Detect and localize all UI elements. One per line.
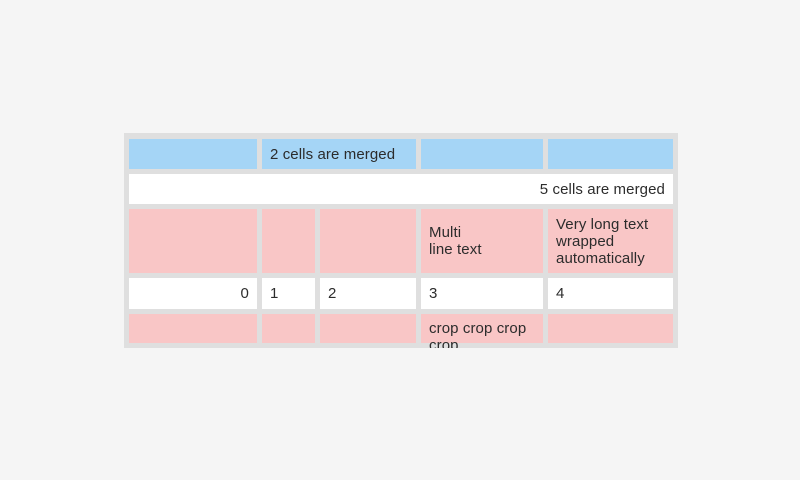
table-cell[interactable]: 3	[421, 278, 543, 309]
table-cell[interactable]	[129, 139, 257, 169]
table-cell[interactable]	[320, 209, 416, 273]
table-cell[interactable]: crop crop crop crop	[421, 314, 543, 348]
table-cell[interactable]	[129, 209, 257, 273]
cell-text: 4	[556, 285, 565, 302]
table-cell[interactable]: Multi line text	[421, 209, 543, 273]
table-cell[interactable]: 2	[320, 278, 416, 309]
cell-text: crop crop crop crop	[429, 320, 527, 348]
table-cell[interactable]	[129, 314, 257, 343]
table-cell[interactable]	[262, 314, 315, 343]
table-cell[interactable]: 0	[129, 278, 257, 309]
table-cell[interactable]: Very long text wrapped automatically	[548, 209, 673, 273]
table-cell[interactable]	[548, 314, 673, 343]
cell-text: Multi line text	[429, 224, 482, 258]
cell-text: 1	[270, 285, 279, 302]
table-cell[interactable]	[262, 209, 315, 273]
table-cell[interactable]: 4	[548, 278, 673, 309]
table-row: 0 1 2 3 4	[129, 278, 673, 309]
cell-text: 5 cells are merged	[539, 180, 665, 198]
table-cell[interactable]	[320, 314, 416, 343]
table-cell[interactable]	[421, 139, 543, 169]
table-row: crop crop crop crop	[129, 314, 673, 348]
table-cell[interactable]: 2 cells are merged	[262, 139, 416, 169]
cell-text: 2 cells are merged	[270, 145, 396, 163]
merged-cells-table[interactable]: 2 cells are merged 5 cells are merged Mult…	[124, 133, 678, 348]
table-cell[interactable]	[548, 139, 673, 169]
table-cell[interactable]: 1	[262, 278, 315, 309]
table-row: 2 cells are merged	[129, 139, 673, 169]
table-row: 5 cells are merged	[129, 174, 673, 204]
table-row: Multi line text Very long text wrapped au…	[129, 209, 673, 273]
cell-text: 3	[429, 285, 438, 302]
cell-text: Very long text wrapped automatically	[556, 215, 649, 267]
cell-text: 0	[240, 285, 249, 302]
cell-text: 2	[328, 285, 337, 302]
table-cell[interactable]: 5 cells are merged	[129, 174, 673, 204]
